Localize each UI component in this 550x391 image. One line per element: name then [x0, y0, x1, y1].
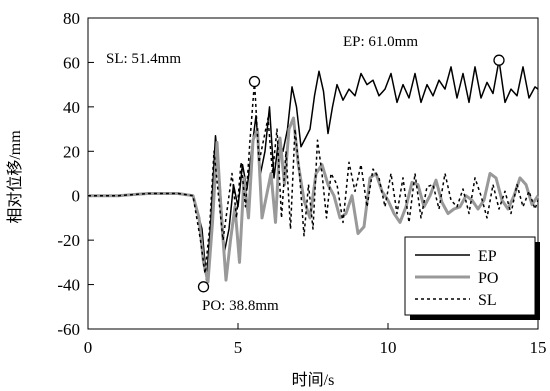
y-tick-label: 40 [63, 98, 80, 117]
y-tick-label: 80 [63, 9, 80, 28]
peak-marker-po [197, 281, 210, 293]
y-axis-title: 相对位移/mm [6, 130, 24, 224]
annotation-label-ep: EP: 61.0mm [343, 34, 418, 50]
y-ticks: -60 -40 -20 0 20 40 60 80 [57, 9, 94, 339]
y-tick-label: 20 [63, 142, 80, 161]
series-layer [88, 59, 540, 284]
x-tick-label: 10 [380, 338, 397, 357]
series-line-ep [88, 59, 539, 281]
x-tick-label: 15 [530, 338, 547, 357]
y-tick-label: 0 [72, 187, 81, 206]
y-tick-label: -40 [57, 276, 80, 295]
legend-items: EP PO SL [415, 248, 498, 309]
annotation-label-sl: SL: 51.4mm [106, 51, 181, 67]
x-ticks: 0 5 10 15 [84, 323, 547, 357]
plot-frame [87, 17, 539, 330]
series-line-sl [88, 80, 539, 275]
annotation-layer: SL: 51.4mm EP: 61.0mm PO: 38.8mm [106, 34, 505, 314]
annotation-label-po: PO: 38.8mm [202, 298, 279, 314]
y-tick-label: 60 [63, 53, 80, 72]
y-tick-label: -20 [57, 231, 80, 250]
legend-label-ep: EP [478, 248, 497, 265]
series-line-po [88, 116, 540, 284]
x-axis-title: 时间/s [292, 371, 335, 389]
x-tick-label: 5 [234, 338, 243, 357]
legend-label-sl: SL [478, 292, 497, 309]
peak-marker-sl [248, 75, 261, 88]
y-tick-label: -60 [57, 320, 80, 339]
peak-marker-ep [493, 54, 505, 66]
legend: EP PO SL [404, 236, 540, 320]
x-tick-label: 0 [84, 338, 93, 357]
legend-label-po: PO [478, 270, 498, 287]
y-axis-title-group: 相对位移/mm [6, 130, 24, 224]
